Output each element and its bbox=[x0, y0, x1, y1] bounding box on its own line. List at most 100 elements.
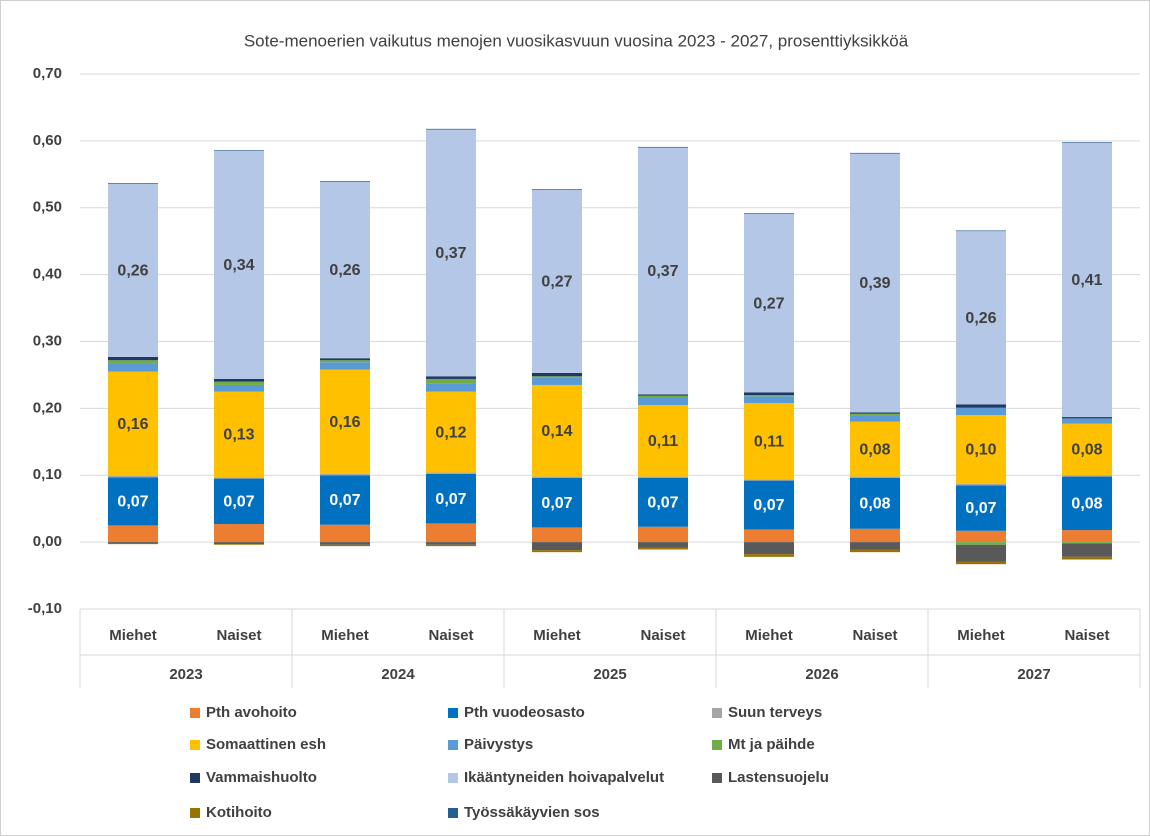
bar-segment bbox=[744, 480, 794, 530]
bar-segment bbox=[214, 391, 264, 478]
legend-label: Pth avohoito bbox=[206, 704, 297, 721]
data-label: 0,14 bbox=[541, 423, 572, 440]
bar-segment bbox=[108, 363, 158, 372]
bar-segment bbox=[532, 372, 582, 377]
bar-segment bbox=[956, 483, 1006, 486]
bar-segment bbox=[638, 394, 688, 396]
bar-segment bbox=[426, 128, 476, 130]
y-tick-label: 0,70 bbox=[33, 65, 62, 82]
chart-title: Sote-menoerien vaikutus menojen vuosikas… bbox=[244, 31, 909, 50]
bar-segment bbox=[426, 376, 476, 379]
legend-swatch bbox=[448, 740, 458, 750]
bar-segment bbox=[1062, 556, 1112, 560]
data-label: 0,10 bbox=[965, 442, 996, 459]
group-label: 2025 bbox=[593, 666, 626, 683]
bar-segment bbox=[744, 392, 794, 395]
bar-segment bbox=[108, 371, 158, 476]
bar-segment bbox=[214, 381, 264, 385]
y-tick-label: 0,40 bbox=[33, 266, 62, 283]
data-label: 0,07 bbox=[223, 494, 254, 511]
bar-segment bbox=[426, 542, 476, 545]
bar-segment bbox=[108, 475, 158, 478]
data-label: 0,07 bbox=[647, 495, 678, 512]
bar-segment bbox=[320, 542, 370, 545]
legend-label: Mt ja päihde bbox=[728, 736, 815, 753]
x-tick-label: Naiset bbox=[428, 627, 473, 644]
bar-segment bbox=[426, 383, 476, 392]
bar-segment bbox=[744, 213, 794, 393]
bar-segment bbox=[638, 147, 688, 395]
bar-segment bbox=[532, 376, 582, 378]
group-label: 2023 bbox=[169, 666, 202, 683]
bar-segment bbox=[532, 384, 582, 477]
x-tick-label: Miehet bbox=[745, 627, 793, 644]
bar-segment bbox=[108, 525, 158, 543]
bar-segment bbox=[320, 358, 370, 361]
legend-swatch bbox=[712, 773, 722, 783]
bar-segment bbox=[638, 476, 688, 478]
bar-segment bbox=[108, 183, 158, 357]
bar-segment bbox=[956, 530, 1006, 543]
bar-segment bbox=[744, 395, 794, 397]
bar-segment bbox=[744, 542, 794, 555]
bar-segment bbox=[1062, 542, 1112, 544]
data-label: 0,27 bbox=[753, 295, 784, 312]
group-label: 2027 bbox=[1017, 666, 1050, 683]
bar-segment bbox=[956, 415, 1006, 484]
data-label: 0,16 bbox=[117, 416, 148, 433]
data-label: 0,37 bbox=[435, 245, 466, 262]
data-label: 0,41 bbox=[1071, 272, 1102, 289]
legend-label: Somaattinen esh bbox=[206, 736, 326, 753]
bar-segment bbox=[426, 473, 476, 524]
legend-label: Ikääntyneiden hoivapalvelut bbox=[464, 769, 664, 786]
legend-swatch bbox=[190, 773, 200, 783]
bar-segment bbox=[532, 527, 582, 543]
bar-segment bbox=[108, 360, 158, 364]
bar-segment bbox=[744, 529, 794, 543]
bar-segment bbox=[638, 405, 688, 477]
legend-label: Suun terveys bbox=[728, 704, 822, 721]
bar-segment bbox=[214, 150, 264, 379]
bar-segment bbox=[214, 378, 264, 382]
data-label: 0,07 bbox=[329, 492, 360, 509]
bar-segment bbox=[532, 477, 582, 528]
legend-label: Työssäkäyvien sos bbox=[464, 804, 600, 821]
bar-segment bbox=[956, 544, 1006, 562]
data-label: 0,11 bbox=[648, 433, 678, 450]
bar-segment bbox=[850, 412, 900, 414]
bar-segment bbox=[532, 377, 582, 385]
bar-segment bbox=[108, 356, 158, 361]
legend-label: Päivystys bbox=[464, 736, 533, 753]
bar-segment bbox=[1062, 417, 1112, 419]
bar-segment bbox=[426, 472, 476, 474]
data-label: 0,26 bbox=[329, 262, 360, 279]
bar-segment bbox=[426, 544, 476, 547]
bar-segment bbox=[532, 550, 582, 553]
bar-segment bbox=[850, 477, 900, 529]
bar-segment bbox=[214, 477, 264, 479]
bar-segment bbox=[320, 475, 370, 525]
legend-label: Kotihoito bbox=[206, 804, 272, 821]
legend-swatch bbox=[190, 808, 200, 818]
bar-segment bbox=[1062, 423, 1112, 476]
bar-segment bbox=[638, 395, 688, 398]
legend-swatch bbox=[190, 740, 200, 750]
x-tick-label: Miehet bbox=[957, 627, 1005, 644]
x-tick-label: Miehet bbox=[109, 627, 157, 644]
bar-segment bbox=[956, 231, 1006, 405]
y-tick-label: 0,30 bbox=[33, 332, 62, 349]
bar-segment bbox=[744, 403, 794, 480]
bar-segment bbox=[108, 477, 158, 526]
x-tick-label: Naiset bbox=[1064, 627, 1109, 644]
x-tick-label: Naiset bbox=[852, 627, 897, 644]
data-label: 0,07 bbox=[965, 500, 996, 517]
legend-swatch bbox=[712, 740, 722, 750]
bar-segment bbox=[320, 369, 370, 474]
group-label: 2026 bbox=[805, 666, 838, 683]
x-tick-label: Miehet bbox=[321, 627, 369, 644]
data-label: 0,07 bbox=[435, 491, 466, 508]
bar-segment bbox=[320, 360, 370, 363]
bar-segment bbox=[532, 189, 582, 373]
bar-segment bbox=[850, 153, 900, 413]
